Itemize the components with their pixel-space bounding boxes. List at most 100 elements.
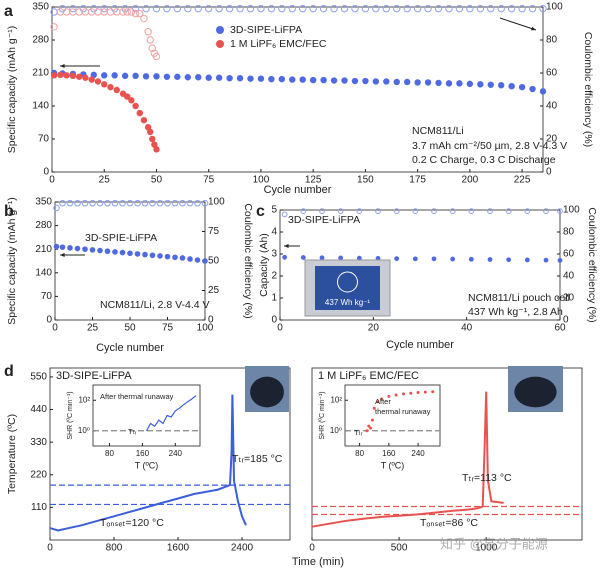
data-point: [50, 72, 58, 79]
y2-tick-label: 80: [546, 35, 558, 46]
annotation: Tₜᵣ=185 °C: [232, 453, 283, 465]
data-point: [174, 73, 181, 80]
annotation: After: [375, 397, 391, 406]
x-axis-label: Cycle number: [96, 342, 164, 354]
data-point: [149, 199, 156, 207]
annotation: 3.7 mAh cm⁻²/50 µm, 2.8 V-4.3 V: [412, 140, 567, 152]
data-point: [528, 4, 537, 13]
data-point: [416, 391, 420, 395]
data-point: [194, 199, 201, 207]
x-tick-label: 240: [411, 449, 425, 458]
data-point: [156, 199, 164, 207]
data-point: [372, 406, 376, 410]
annotation: Tₜᵣ: [128, 427, 137, 436]
plot-frame: [92, 384, 201, 447]
data-point: [163, 73, 171, 80]
y-tick-label: 3: [271, 249, 277, 260]
x-tick-label: 225: [514, 175, 531, 186]
data-point: [369, 426, 373, 430]
x-tick-label: 0: [52, 323, 58, 334]
y-tick-label: 140: [35, 267, 52, 278]
x-tick-label: 2400: [231, 543, 254, 554]
data-point: [164, 253, 171, 260]
data-point: [134, 251, 141, 257]
data-point: [124, 93, 131, 100]
data-point: [505, 208, 512, 215]
data-point: [376, 400, 380, 404]
data-point: [215, 74, 223, 81]
data-point: [149, 252, 156, 259]
data-point: [330, 4, 338, 13]
x-tick-label: 75: [162, 323, 174, 334]
data-point: [119, 199, 126, 207]
data-point: [246, 4, 255, 13]
data-point: [445, 80, 453, 87]
data-point: [96, 199, 104, 207]
data-point: [356, 255, 362, 261]
y-tick-label: 220: [30, 469, 47, 480]
data-point: [82, 246, 88, 252]
data-point: [507, 4, 516, 13]
data-point: [163, 4, 171, 13]
y-tick-label: 0: [271, 315, 277, 326]
data-point: [424, 4, 432, 13]
annotation: thermal runaway: [375, 407, 431, 416]
x-tick-label: 500: [391, 543, 408, 554]
annotation: After thermal runaway: [100, 392, 174, 401]
data-point: [69, 72, 77, 80]
data-point: [476, 4, 485, 13]
data-point: [282, 254, 288, 260]
data-point: [409, 391, 413, 395]
data-point: [557, 208, 563, 215]
data-point: [529, 85, 536, 93]
data-point: [372, 78, 380, 85]
y2-tick-label: 25: [208, 285, 220, 296]
data-point: [394, 393, 398, 397]
data-point: [236, 74, 244, 82]
annotation: NCM811/Li: [412, 125, 464, 137]
y-tick-label: 10²: [78, 395, 90, 404]
data-point: [365, 429, 369, 433]
annotation: NCM811/Li pouch cell: [468, 292, 570, 304]
y2-axis-label: Coulombic efficiency (%): [242, 203, 254, 318]
x-tick-label: 50: [151, 175, 163, 186]
x-tick-label: 100: [253, 175, 270, 186]
y-tick-label: 550: [30, 372, 47, 383]
data-point: [267, 4, 276, 13]
data-point: [257, 4, 265, 13]
x-tick-label: 100: [197, 323, 214, 334]
data-point: [498, 82, 505, 89]
data-point: [414, 79, 421, 86]
y2-axis-label: Coulombic efficiency (%): [582, 32, 594, 147]
data-point: [172, 254, 178, 261]
y-tick-label: 70: [38, 134, 50, 145]
y2-tick-label: 100: [563, 205, 580, 216]
data-point: [153, 73, 160, 80]
data-point: [380, 397, 384, 401]
panel-letter: d: [4, 363, 14, 380]
data-point: [278, 4, 286, 13]
data-point: [508, 83, 515, 90]
panel-letter: a: [4, 3, 13, 20]
y-axis-label: Specific capacity (mAh g⁻¹): [6, 26, 18, 154]
data-point: [337, 208, 344, 215]
data-point: [153, 146, 160, 153]
data-point: [524, 257, 530, 263]
x-tick-label: 1600: [167, 543, 190, 554]
data-point: [268, 75, 275, 83]
data-point: [383, 78, 390, 85]
data-point: [435, 79, 442, 87]
annotation: Tₒₙₛₑₜ=86 °C: [420, 517, 478, 529]
data-point: [89, 199, 96, 207]
data-point: [309, 4, 317, 13]
y-tick-label: 280: [35, 220, 52, 231]
panel-title: 3D-SIPE-LiFPA: [56, 370, 132, 382]
y2-tick-label: 60: [563, 249, 575, 260]
data-point: [97, 247, 103, 254]
data-point: [309, 76, 317, 84]
data-point: [393, 78, 400, 86]
y-tick-label: 330: [30, 437, 47, 448]
data-point: [147, 128, 154, 136]
data-point: [101, 72, 108, 79]
data-point: [289, 76, 296, 83]
